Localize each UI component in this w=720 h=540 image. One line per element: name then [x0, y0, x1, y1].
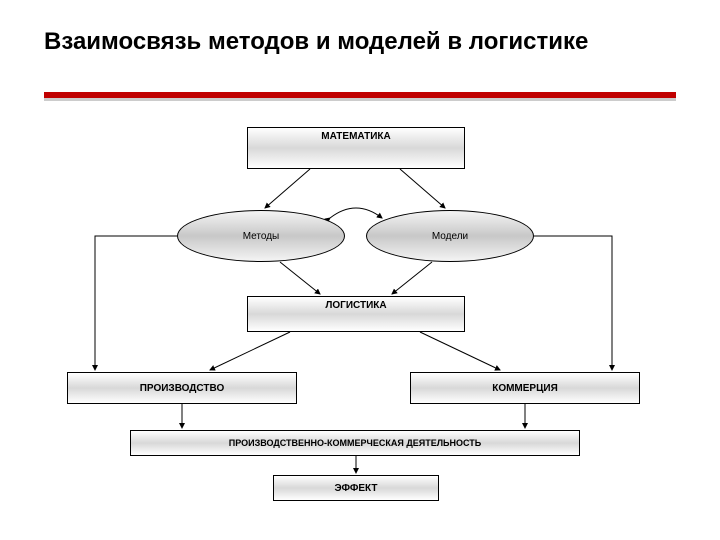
diagram-connections [0, 0, 720, 540]
node-methods: Методы [177, 210, 345, 262]
node-effect-label: ЭФФЕКТ [334, 483, 377, 494]
node-activity: ПРОИЗВОДСТВЕННО-КОММЕРЧЕСКАЯ ДЕЯТЕЛЬНОСТ… [130, 430, 580, 456]
node-math-label: МАТЕМАТИКА [321, 131, 391, 142]
slide-title: Взаимосвязь методов и моделей в логистик… [44, 28, 588, 57]
title-underline-gray [44, 98, 676, 101]
node-commerce: КОММЕРЦИЯ [410, 372, 640, 404]
node-production: ПРОИЗВОДСТВО [67, 372, 297, 404]
node-production-label: ПРОИЗВОДСТВО [140, 383, 225, 394]
node-models-label: Модели [432, 231, 468, 242]
node-effect: ЭФФЕКТ [273, 475, 439, 501]
node-commerce-label: КОММЕРЦИЯ [492, 383, 558, 394]
node-methods-label: Методы [243, 231, 280, 242]
node-logistics: ЛОГИСТИКА [247, 296, 465, 332]
node-models: Модели [366, 210, 534, 262]
node-math: МАТЕМАТИКА [247, 127, 465, 169]
node-activity-label: ПРОИЗВОДСТВЕННО-КОММЕРЧЕСКАЯ ДЕЯТЕЛЬНОСТ… [229, 438, 482, 448]
node-logistics-label: ЛОГИСТИКА [325, 300, 386, 311]
